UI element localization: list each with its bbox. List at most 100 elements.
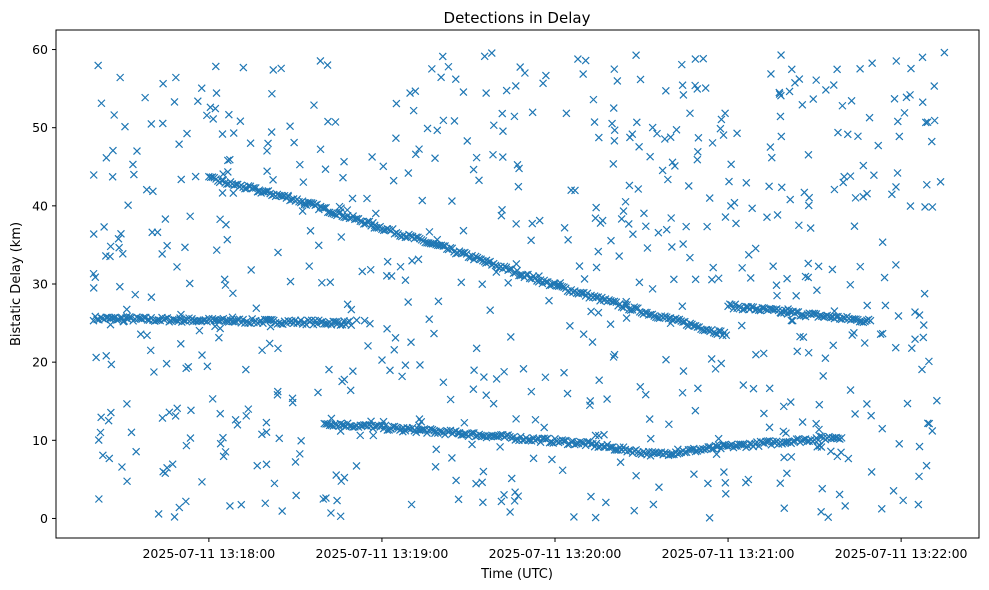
clutter-point <box>876 330 885 339</box>
clutter-point <box>703 222 712 231</box>
clutter-point <box>653 129 661 138</box>
clutter-point <box>314 388 322 397</box>
clutter-point <box>118 249 127 258</box>
clutter-point <box>862 399 871 408</box>
clutter-point <box>891 260 900 269</box>
clutter-point <box>459 88 468 96</box>
clutter-point <box>535 216 544 225</box>
clutter-point <box>284 191 292 200</box>
clutter-point <box>478 498 487 507</box>
clutter-point <box>182 441 191 450</box>
clutter-point <box>124 201 133 210</box>
clutter-point <box>812 76 821 85</box>
clutter-point <box>482 391 491 400</box>
clutter-point <box>273 390 282 399</box>
clutter-point <box>776 112 785 121</box>
clutter-point <box>142 185 151 194</box>
clutter-point <box>383 324 391 333</box>
y-tick-label: 0 <box>40 511 48 526</box>
clutter-point <box>340 157 348 166</box>
clutter-point <box>122 305 131 314</box>
clutter-point <box>263 167 272 176</box>
clutter-point <box>587 492 595 501</box>
track-point <box>866 316 875 325</box>
clutter-point <box>368 153 377 161</box>
clutter-point <box>894 312 903 320</box>
clutter-point <box>628 130 637 139</box>
clutter-point <box>914 500 923 509</box>
clutter-point <box>782 469 791 478</box>
clutter-point <box>923 419 932 428</box>
clutter-point <box>624 220 633 228</box>
clutter-point <box>406 89 414 98</box>
clutter-point <box>136 330 145 339</box>
clutter-point <box>733 129 741 138</box>
clutter-point <box>730 198 739 207</box>
clutter-point <box>607 236 615 245</box>
clutter-point <box>290 138 299 147</box>
clutter-point <box>588 338 597 347</box>
clutter-point <box>277 64 286 73</box>
clutter-point <box>902 93 911 102</box>
clutter-point <box>573 55 582 64</box>
track-point <box>646 451 655 460</box>
clutter-point <box>273 387 282 396</box>
clutter-point <box>630 506 639 515</box>
clutter-point <box>337 233 346 241</box>
clutter-point <box>691 55 700 63</box>
clutter-point <box>660 135 669 143</box>
clutter-point <box>364 341 372 350</box>
clutter-point <box>821 86 830 94</box>
clutter-point <box>262 418 271 427</box>
clutter-point <box>609 353 618 361</box>
clutter-point <box>266 322 275 331</box>
clutter-point <box>482 259 490 267</box>
clutter-point <box>673 445 682 454</box>
clutter-point <box>246 139 255 148</box>
track-point <box>576 288 585 297</box>
clutter-point <box>932 396 941 405</box>
clutter-point <box>401 276 410 285</box>
clutter-point <box>369 431 378 440</box>
clutter-point <box>783 274 791 283</box>
clutter-point <box>621 197 630 206</box>
clutter-point <box>560 223 569 232</box>
clutter-point <box>847 96 856 105</box>
clutter-point <box>851 193 860 202</box>
clutter-point <box>514 182 523 191</box>
clutter-point <box>226 502 234 510</box>
clutter-point <box>777 309 786 318</box>
clutter-point <box>452 476 461 485</box>
clutter-point <box>191 172 200 181</box>
clutter-point <box>837 448 845 457</box>
track-point <box>509 269 518 278</box>
clutter-point <box>915 311 924 319</box>
y-tick-label: 20 <box>32 355 48 370</box>
clutter-point <box>714 274 723 283</box>
clutter-point <box>608 119 616 128</box>
clutter-point <box>936 177 945 186</box>
clutter-point <box>919 333 928 342</box>
clutter-point <box>874 141 883 150</box>
clutter-point <box>237 500 246 509</box>
clutter-point <box>786 398 795 406</box>
clutter-point <box>878 329 887 338</box>
clutter-point <box>480 52 489 61</box>
track-point <box>789 437 797 446</box>
clutter-point <box>763 213 771 222</box>
clutter-point <box>516 63 525 71</box>
clutter-point <box>600 430 608 439</box>
clutter-point <box>856 262 865 271</box>
clutter-point <box>411 150 420 159</box>
clutter-point <box>118 463 126 471</box>
plot-background <box>56 30 979 538</box>
clutter-point <box>595 376 604 385</box>
clutter-point <box>887 190 896 199</box>
clutter-point <box>603 395 611 403</box>
clutter-point <box>162 359 171 368</box>
track-point <box>731 300 740 309</box>
clutter-point <box>450 116 459 125</box>
clutter-point <box>498 153 507 161</box>
clutter-point <box>216 324 225 333</box>
clutter-point <box>918 365 926 374</box>
